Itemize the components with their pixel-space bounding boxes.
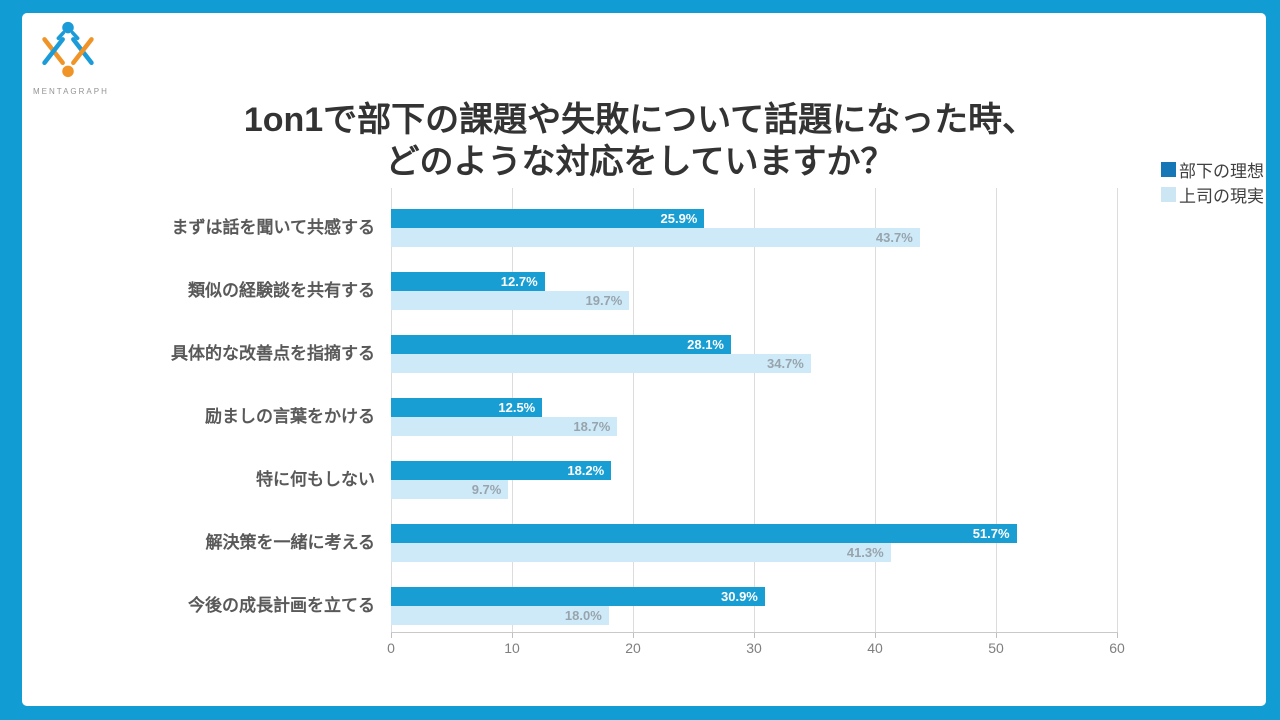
x-tick-label: 60 [1109, 640, 1125, 656]
category-label: まずは話を聞いて共感する [171, 218, 376, 237]
x-tick-label: 40 [867, 640, 883, 656]
legend-item-ideal: 部下の理想 [1161, 158, 1264, 181]
value-label-ideal: 12.7% [500, 274, 538, 289]
value-label-ideal: 30.9% [721, 589, 758, 604]
value-label-ideal: 12.5% [498, 400, 536, 415]
value-label-reality: 18.7% [573, 419, 611, 434]
legend: 部下の理想 上司の現実 [1161, 158, 1264, 208]
chart-title-line2: どのような対応をしていますか？ [385, 142, 895, 181]
value-label-reality: 9.7% [471, 482, 502, 497]
value-label-reality: 19.7% [585, 293, 623, 308]
value-label-ideal: 18.2% [567, 463, 605, 478]
legend-label-ideal: 部下の理想 [1179, 161, 1264, 181]
grid-line [633, 188, 634, 632]
logo-brand-text: MENTAGRAPH [33, 87, 109, 96]
mentagraph-logo: MENTAGRAPH [33, 20, 109, 96]
bar-ideal: 28.1% [391, 335, 731, 354]
bar-reality: 9.7% [391, 480, 509, 499]
grid-line [875, 188, 876, 632]
grid-line [996, 188, 997, 632]
axis-tick [754, 632, 755, 638]
axis-tick [875, 632, 876, 638]
legend-item-reality: 上司の現実 [1161, 183, 1264, 206]
bar-ideal: 12.7% [391, 272, 545, 291]
value-label-ideal: 51.7% [972, 526, 1010, 541]
x-axis-line [391, 632, 1118, 633]
category-label: 特に何もしない [256, 470, 375, 489]
chart-title-line1: 1on1で部下の課題や失敗について話題になった時、 [243, 100, 1037, 139]
x-tick-label: 10 [504, 640, 520, 656]
bar-ideal: 25.9% [391, 209, 705, 228]
bar-ideal: 18.2% [391, 461, 612, 480]
grid-line [1117, 188, 1118, 632]
x-tick-label: 30 [746, 640, 762, 656]
bar-reality: 43.7% [391, 228, 920, 247]
value-label-reality: 34.7% [766, 356, 804, 371]
axis-tick [512, 632, 513, 638]
bar-reality: 18.7% [391, 417, 618, 436]
category-label: 励ましの言葉をかける [205, 407, 375, 426]
value-label-reality: 18.0% [564, 608, 602, 623]
bar-reality: 19.7% [391, 291, 630, 310]
logo-bottom-dot [62, 65, 74, 78]
bar-reality: 41.3% [391, 543, 891, 562]
bar-reality: 18.0% [391, 606, 609, 625]
x-tick-label: 50 [988, 640, 1004, 656]
grid-line [754, 188, 755, 632]
legend-swatch-reality [1161, 186, 1176, 202]
x-tick-label: 20 [625, 640, 641, 656]
category-label: 解決策を一緒に考える [205, 533, 376, 552]
mentagraph-logo-icon [42, 21, 94, 78]
legend-label-reality: 上司の現実 [1179, 186, 1264, 206]
category-label: 具体的な改善点を指摘する [171, 344, 375, 363]
bar-ideal: 12.5% [391, 398, 543, 417]
legend-swatch-ideal [1161, 161, 1176, 177]
value-label-ideal: 25.9% [660, 211, 698, 226]
category-label: 今後の成長計画を立てる [188, 596, 375, 615]
value-label-ideal: 28.1% [687, 337, 724, 352]
bar-ideal: 51.7% [391, 524, 1017, 543]
axis-tick [391, 632, 392, 638]
axis-tick [996, 632, 997, 638]
bar-ideal: 30.9% [391, 587, 765, 606]
category-label: 類似の経験談を共有する [188, 281, 375, 300]
axis-tick [1117, 632, 1118, 638]
axis-tick [633, 632, 634, 638]
value-label-reality: 43.7% [875, 230, 913, 245]
bar-reality: 34.7% [391, 354, 811, 373]
chart-title: 1on1で部下の課題や失敗について話題になった時、 どのような対応をしていますか… [0, 99, 1280, 183]
value-label-reality: 41.3% [846, 545, 884, 560]
logo-top-dot [62, 21, 74, 34]
x-tick-label: 0 [387, 640, 395, 656]
